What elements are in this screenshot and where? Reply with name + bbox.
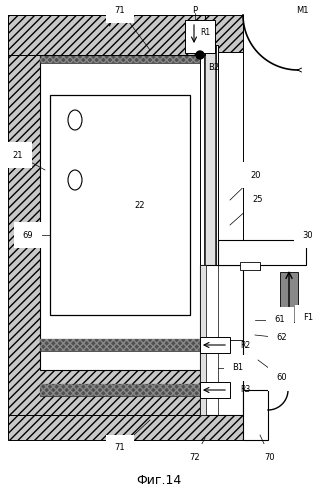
Text: 20: 20 [251,171,261,180]
Text: 62: 62 [277,333,287,342]
Bar [40,45,207,370]
Text: 25: 25 [253,196,263,205]
Bar [280,272,298,322]
Bar [8,415,243,440]
Text: 60: 60 [277,373,287,383]
Text: R2: R2 [240,340,250,349]
Bar [243,390,268,440]
Bar [40,384,200,396]
Text: R1: R1 [200,27,210,36]
Text: B1: B1 [232,363,244,372]
Bar [200,382,230,398]
Ellipse shape [68,110,82,130]
Text: 71: 71 [115,444,125,453]
Text: B2: B2 [208,62,219,71]
Text: M1: M1 [296,5,308,14]
Text: 69: 69 [23,231,33,240]
Bar [240,262,260,270]
Bar [200,265,206,415]
Ellipse shape [68,170,82,190]
Bar [185,20,215,53]
Bar [40,384,200,396]
Text: 72: 72 [190,453,200,462]
Circle shape [196,51,204,59]
Text: 71: 71 [115,5,125,14]
Bar [200,337,230,353]
Bar [200,265,243,415]
Text: P: P [192,5,197,14]
Bar [40,52,200,63]
Text: 70: 70 [265,453,275,462]
Bar [8,15,243,430]
Bar [218,240,306,265]
Text: 30: 30 [303,231,313,240]
Text: 22: 22 [132,199,148,212]
Text: 61: 61 [275,315,285,324]
Text: Фиг.14: Фиг.14 [136,474,182,487]
Bar [50,95,190,315]
Bar [40,339,200,351]
Text: 22: 22 [135,201,145,210]
Bar [40,52,200,63]
Bar [40,339,200,351]
Text: 21: 21 [13,151,23,160]
Bar [8,15,205,55]
Text: F1: F1 [303,313,313,322]
Text: R3: R3 [240,386,250,395]
Bar [218,52,243,422]
Bar [204,45,216,415]
Bar [200,45,218,415]
